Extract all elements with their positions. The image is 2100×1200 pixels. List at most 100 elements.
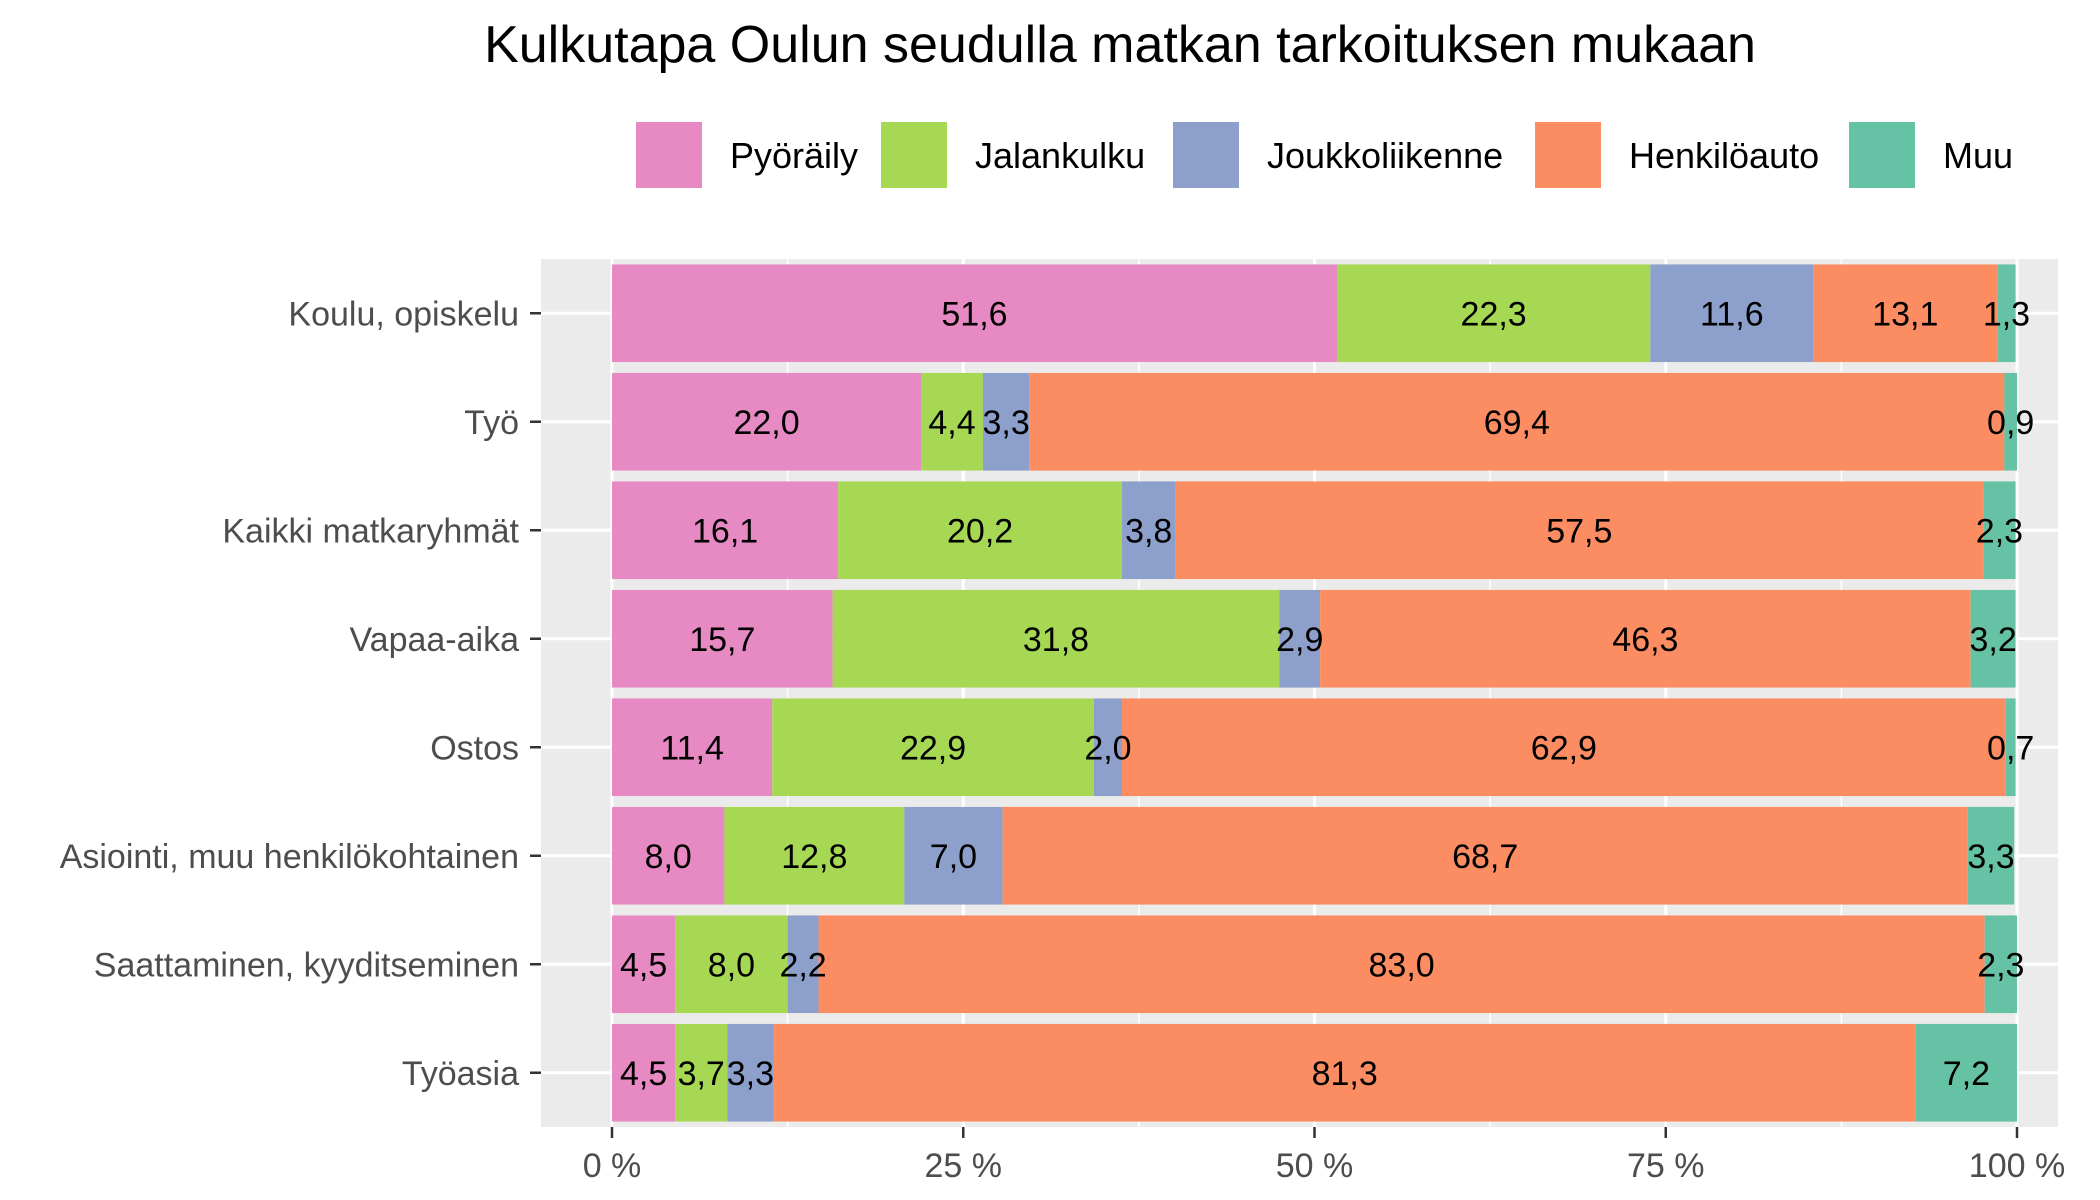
bar-label: 11,4 xyxy=(660,729,724,767)
bar-jalankulku-vapaa-aika xyxy=(832,589,1280,688)
bar-label: 8,0 xyxy=(645,838,692,876)
bar-label: 11,6 xyxy=(1700,295,1764,333)
bar-jalankulku-tyo xyxy=(921,372,983,471)
legend-key-muu xyxy=(1849,122,1915,188)
bar-jalankulku-ostos xyxy=(772,698,1094,797)
bar-muu-tyo xyxy=(2004,372,2017,471)
bar-label: 31,8 xyxy=(1023,621,1089,659)
bar-pyoraily-asiointi-muu-henkilokohtainen xyxy=(612,806,725,905)
bar-joukkoliikenne-kaikki-matkaryhmat xyxy=(1122,481,1176,580)
x-tick-label: 100 % xyxy=(1969,1147,2065,1185)
bar-label: 69,4 xyxy=(1484,404,1550,442)
bar-jalankulku-kaikki-matkaryhmat xyxy=(838,481,1123,580)
y-tick-label: Vapaa-aika xyxy=(350,621,520,659)
bar-label: 57,5 xyxy=(1546,512,1612,550)
bar-label: 4,4 xyxy=(928,404,975,442)
bar-joukkoliikenne-tyoasia xyxy=(727,1023,774,1122)
legend-key-henkiloauto xyxy=(1535,122,1601,188)
bar-joukkoliikenne-ostos xyxy=(1093,698,1123,797)
legend-label: Pyöräily xyxy=(730,135,858,176)
bar-joukkoliikenne-koulu-opiskelu xyxy=(1650,264,1814,363)
bar-muu-asiointi-muu-henkilokohtainen xyxy=(1967,806,2015,905)
bar-muu-koulu-opiskelu xyxy=(1997,264,2016,363)
bar-label: 20,2 xyxy=(947,512,1013,550)
bar-henkiloauto-vapaa-aika xyxy=(1320,589,1971,688)
bar-label: 2,3 xyxy=(1977,946,2024,984)
bar-labels: 51,6 22,3 11,6 13,1 1,322,0 4,4 3,3 69,4 0,916,1… xyxy=(620,295,2034,1093)
bar-label: 15,7 xyxy=(689,621,755,659)
y-axis: Koulu, opiskelu Työ Kaikki matkaryhmät Vapa… xyxy=(60,295,541,1093)
bars xyxy=(612,264,2017,1122)
bar-label: 2,9 xyxy=(1276,621,1323,659)
y-tick-label: Työasia xyxy=(402,1055,519,1093)
y-tick-label: Asiointi, muu henkilökohtainen xyxy=(60,838,519,876)
bar-label: 46,3 xyxy=(1612,621,1678,659)
bar-joukkoliikenne-saattaminen-kyyditseminen xyxy=(787,915,819,1014)
bar-label: 7,2 xyxy=(1943,1055,1990,1093)
bar-pyoraily-tyo xyxy=(612,372,922,471)
bar-label: 22,3 xyxy=(1461,295,1527,333)
bar-label: 8,0 xyxy=(708,946,755,984)
bar-label: 81,3 xyxy=(1312,1055,1378,1093)
bar-label: 3,8 xyxy=(1125,512,1172,550)
bar-henkiloauto-ostos xyxy=(1122,698,2006,797)
bar-joukkoliikenne-vapaa-aika xyxy=(1279,589,1321,688)
bar-henkiloauto-tyoasia xyxy=(773,1023,1916,1122)
bar-label: 2,0 xyxy=(1084,729,1131,767)
chart-title: Kulkutapa Oulun seudulla matkan tarkoitu… xyxy=(484,16,1756,74)
y-tick-label: Saattaminen, kyyditseminen xyxy=(94,946,519,984)
bar-pyoraily-vapaa-aika xyxy=(612,589,833,688)
y-tick-label: Kaikki matkaryhmät xyxy=(222,512,519,550)
bar-label: 2,3 xyxy=(1976,512,2023,550)
y-tick-label: Koulu, opiskelu xyxy=(288,295,519,333)
bar-label: 22,0 xyxy=(733,404,799,442)
legend-label: Joukkoliikenne xyxy=(1267,135,1503,176)
bar-muu-tyoasia xyxy=(1915,1023,2017,1122)
bar-label: 62,9 xyxy=(1531,729,1597,767)
bar-joukkoliikenne-tyo xyxy=(982,372,1030,471)
bar-joukkoliikenne-asiointi-muu-henkilokohtainen xyxy=(904,806,1003,905)
legend-key-joukkoliikenne xyxy=(1173,122,1239,188)
bar-label: 0,9 xyxy=(1987,404,2034,442)
bar-pyoraily-kaikki-matkaryhmat xyxy=(612,481,839,580)
bar-jalankulku-saattaminen-kyyditseminen xyxy=(675,915,788,1014)
bar-label: 7,0 xyxy=(930,838,977,876)
bar-label: 3,3 xyxy=(1967,838,2014,876)
bar-jalankulku-tyoasia xyxy=(675,1023,728,1122)
bar-label: 4,5 xyxy=(620,946,667,984)
bar-label: 83,0 xyxy=(1369,946,1435,984)
bar-label: 12,8 xyxy=(781,838,847,876)
x-axis: 0 % 25 % 50 % 75 % 100 % xyxy=(583,1127,2065,1185)
bar-label: 22,9 xyxy=(900,729,966,767)
bar-label: 0,7 xyxy=(1987,729,2034,767)
bar-muu-ostos xyxy=(2005,698,2016,797)
bar-pyoraily-saattaminen-kyyditseminen xyxy=(612,915,676,1014)
legend-label: Jalankulku xyxy=(975,135,1145,176)
bar-henkiloauto-koulu-opiskelu xyxy=(1813,264,1998,363)
bar-label: 51,6 xyxy=(941,295,1007,333)
bar-jalankulku-koulu-opiskelu xyxy=(1336,264,1651,363)
bar-pyoraily-koulu-opiskelu xyxy=(612,264,1337,363)
x-tick-label: 75 % xyxy=(1627,1147,1705,1185)
legend-label: Muu xyxy=(1943,135,2013,176)
bar-henkiloauto-saattaminen-kyyditseminen xyxy=(818,915,1985,1014)
y-tick-label: Työ xyxy=(464,404,519,442)
legend-label: Henkilöauto xyxy=(1629,135,1819,176)
x-tick-label: 50 % xyxy=(1276,1147,1354,1185)
y-tick-label: Ostos xyxy=(430,729,519,767)
bar-label: 2,2 xyxy=(779,946,826,984)
bar-muu-saattaminen-kyyditseminen xyxy=(1984,915,2017,1014)
bar-label: 13,1 xyxy=(1872,295,1938,333)
bar-muu-vapaa-aika xyxy=(1970,589,2016,688)
bar-label: 3,3 xyxy=(982,404,1029,442)
legend-key-pyoraily xyxy=(636,122,702,188)
bar-muu-kaikki-matkaryhmat xyxy=(1983,481,2016,580)
bar-label: 3,3 xyxy=(727,1055,774,1093)
legend-key-jalankulku xyxy=(881,122,947,188)
bar-pyoraily-tyoasia xyxy=(612,1023,676,1122)
bar-jalankulku-asiointi-muu-henkilokohtainen xyxy=(724,806,905,905)
x-tick-label: 25 % xyxy=(925,1147,1003,1185)
bar-henkiloauto-kaikki-matkaryhmat xyxy=(1175,481,1984,580)
bar-henkiloauto-tyo xyxy=(1029,372,2005,471)
